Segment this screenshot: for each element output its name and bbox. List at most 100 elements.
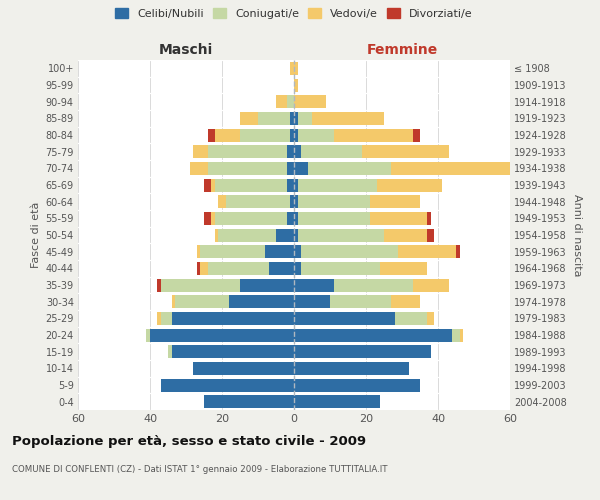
- Bar: [452, 328, 460, 342]
- Bar: [215, 178, 287, 192]
- Bar: [298, 178, 377, 192]
- Bar: [294, 162, 308, 175]
- Bar: [218, 195, 226, 208]
- Bar: [294, 262, 301, 275]
- Bar: [193, 145, 208, 158]
- Bar: [298, 128, 334, 141]
- Bar: [287, 145, 294, 158]
- Bar: [391, 295, 420, 308]
- Bar: [298, 228, 384, 241]
- Bar: [208, 162, 287, 175]
- Bar: [146, 328, 150, 342]
- Bar: [294, 62, 298, 75]
- Bar: [215, 212, 287, 225]
- Bar: [391, 162, 510, 175]
- Bar: [294, 95, 326, 108]
- Bar: [301, 145, 362, 158]
- Bar: [197, 245, 200, 258]
- Bar: [161, 312, 172, 325]
- Bar: [294, 278, 334, 291]
- Bar: [240, 128, 290, 141]
- Bar: [294, 328, 452, 342]
- Bar: [240, 278, 294, 291]
- Bar: [294, 378, 420, 392]
- Bar: [172, 312, 294, 325]
- Bar: [334, 128, 413, 141]
- Bar: [290, 195, 294, 208]
- Bar: [298, 212, 370, 225]
- Bar: [294, 78, 298, 92]
- Bar: [290, 112, 294, 125]
- Bar: [290, 128, 294, 141]
- Bar: [200, 262, 208, 275]
- Bar: [298, 195, 370, 208]
- Bar: [294, 295, 330, 308]
- Bar: [370, 212, 427, 225]
- Bar: [265, 245, 294, 258]
- Bar: [294, 195, 298, 208]
- Bar: [330, 295, 391, 308]
- Bar: [157, 312, 161, 325]
- Bar: [460, 328, 463, 342]
- Bar: [413, 278, 449, 291]
- Bar: [204, 212, 211, 225]
- Bar: [427, 212, 431, 225]
- Bar: [294, 178, 298, 192]
- Bar: [208, 145, 287, 158]
- Y-axis label: Fasce di età: Fasce di età: [31, 202, 41, 268]
- Bar: [208, 128, 215, 141]
- Bar: [240, 112, 258, 125]
- Bar: [204, 178, 211, 192]
- Bar: [168, 345, 172, 358]
- Y-axis label: Anni di nascita: Anni di nascita: [572, 194, 583, 276]
- Bar: [211, 212, 215, 225]
- Bar: [290, 62, 294, 75]
- Bar: [157, 278, 161, 291]
- Bar: [427, 312, 434, 325]
- Bar: [294, 212, 298, 225]
- Bar: [190, 162, 208, 175]
- Bar: [287, 178, 294, 192]
- Bar: [294, 345, 431, 358]
- Bar: [370, 195, 420, 208]
- Bar: [215, 128, 240, 141]
- Bar: [276, 228, 294, 241]
- Bar: [298, 112, 312, 125]
- Bar: [377, 178, 442, 192]
- Bar: [161, 378, 294, 392]
- Bar: [362, 145, 449, 158]
- Bar: [172, 345, 294, 358]
- Bar: [294, 145, 301, 158]
- Bar: [226, 195, 290, 208]
- Bar: [294, 395, 380, 408]
- Bar: [150, 328, 294, 342]
- Bar: [456, 245, 460, 258]
- Bar: [200, 245, 265, 258]
- Bar: [193, 362, 294, 375]
- Bar: [308, 162, 391, 175]
- Bar: [172, 295, 175, 308]
- Bar: [211, 178, 215, 192]
- Legend: Celibi/Nubili, Coniugati/e, Vedovi/e, Divorziati/e: Celibi/Nubili, Coniugati/e, Vedovi/e, Di…: [115, 8, 473, 19]
- Bar: [287, 212, 294, 225]
- Text: Maschi: Maschi: [159, 42, 213, 56]
- Bar: [427, 228, 434, 241]
- Bar: [384, 228, 427, 241]
- Bar: [276, 95, 287, 108]
- Bar: [294, 362, 409, 375]
- Bar: [287, 95, 294, 108]
- Bar: [287, 162, 294, 175]
- Bar: [175, 295, 229, 308]
- Bar: [258, 112, 290, 125]
- Bar: [294, 245, 301, 258]
- Text: Femmine: Femmine: [367, 42, 437, 56]
- Bar: [197, 262, 200, 275]
- Bar: [204, 395, 294, 408]
- Text: COMUNE DI CONFLENTI (CZ) - Dati ISTAT 1° gennaio 2009 - Elaborazione TUTTITALIA.: COMUNE DI CONFLENTI (CZ) - Dati ISTAT 1°…: [12, 466, 388, 474]
- Bar: [294, 128, 298, 141]
- Bar: [269, 262, 294, 275]
- Bar: [301, 262, 380, 275]
- Bar: [312, 112, 384, 125]
- Bar: [215, 228, 218, 241]
- Bar: [161, 278, 240, 291]
